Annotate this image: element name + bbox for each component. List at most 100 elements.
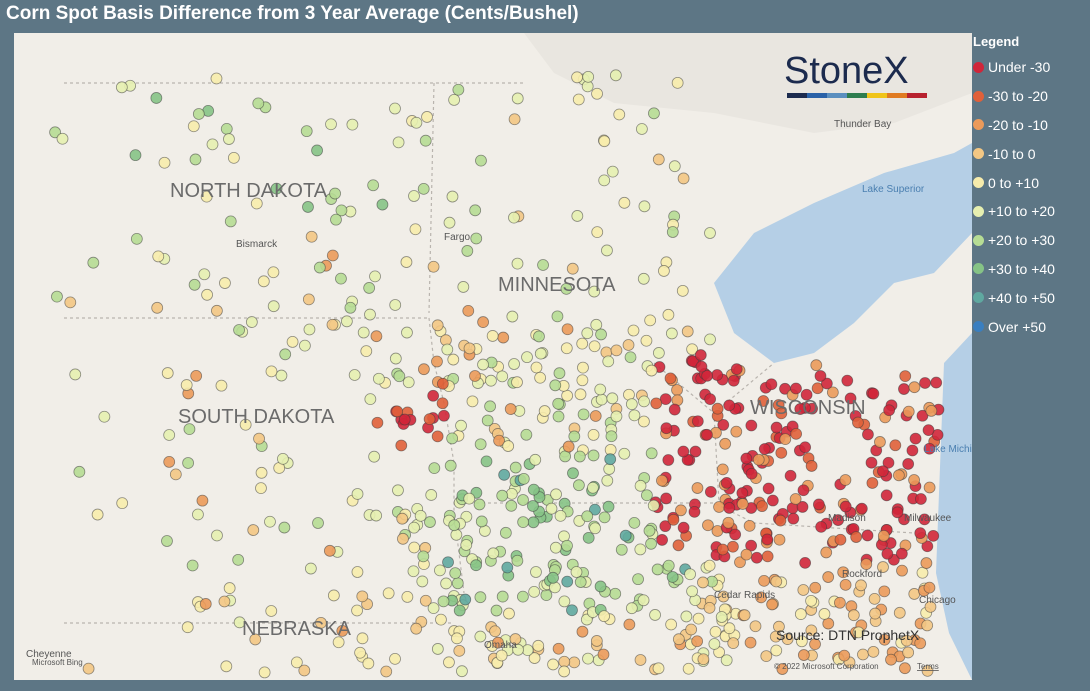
basis-dot [582,70,595,83]
basis-dot [247,524,260,536]
basis-dot [589,522,601,535]
basis-dot [727,637,740,649]
basis-dot [637,272,650,285]
basis-dot [619,529,632,542]
basis-dot [200,190,213,203]
basis-dot [313,261,326,274]
basis-dot [490,604,503,617]
basis-dot [250,197,263,210]
basis-dot [354,646,367,659]
basis-dot [529,453,542,466]
basis-dot [372,372,385,385]
basis-dot [605,430,618,443]
basis-dot [511,92,524,105]
basis-dot [362,657,375,670]
basis-dot [794,608,807,620]
basis-dot [551,310,564,323]
basis-dot [245,316,258,328]
basis-dot [902,646,915,659]
basis-dot [277,452,289,465]
basis-dot [810,359,823,372]
basis-dot [401,326,413,339]
basis-dot [457,281,470,293]
basis-dot [392,136,405,149]
basis-dot [587,481,599,494]
place-label: Cedar Rapids [714,590,775,601]
basis-dot [206,138,219,151]
basis-dot [738,609,751,622]
basis-dot [709,625,722,638]
basis-dot [496,489,509,502]
basis-dot [647,499,660,512]
basis-dot [638,395,650,408]
basis-dot [632,573,644,586]
basis-dot [589,410,602,422]
basis-dot [671,76,684,89]
state-label: NORTH DAKOTA [170,180,328,202]
basis-dot [227,151,240,164]
basis-dot [867,387,880,400]
basis-dot [232,553,245,566]
basis-dot [552,642,565,655]
basis-dot [677,521,690,534]
map: NORTH DAKOTA MINNESOTA SOUTH DAKOTA WISCONS… [14,33,972,680]
legend-label: +40 to +50 [988,289,1055,306]
logo-stripe [807,93,827,98]
basis-dot [893,606,906,619]
basis-dot [545,502,558,515]
basis-dot [666,571,679,583]
basis-dot [534,371,547,384]
basis-dot [552,397,565,410]
basis-dot [622,339,635,351]
basis-dot [460,539,473,551]
basis-dot [779,433,792,446]
basis-dot [800,388,813,401]
basis-dot [674,504,687,517]
basis-dot [484,400,496,413]
basis-dot [561,389,574,402]
basis-dot [477,358,489,371]
basis-dot [598,610,610,623]
basis-dot [602,500,615,513]
basis-dot [637,594,650,607]
basis-dot [606,392,619,405]
basis-dot [713,501,725,513]
basis-dot [923,481,936,494]
basis-dot [351,488,364,500]
basis-dot [360,345,373,358]
basis-dot [811,382,824,395]
basis-dot [517,494,529,506]
basis-dot [223,133,235,145]
basis-dot [290,656,303,669]
basis-dot [323,544,336,557]
basis-dot [680,610,693,623]
basis-dot [401,591,414,603]
basis-dot [684,568,696,581]
basis-dot [809,638,821,651]
basis-dot [357,326,370,339]
basis-dot [634,479,647,492]
basis-dot [638,415,650,428]
basis-dot [425,489,438,501]
basis-dot [624,351,637,364]
basis-dot [224,215,237,228]
basis-dot [877,561,889,573]
basis-dot [469,204,482,217]
basis-dot [892,469,905,482]
basis-dot [576,337,589,350]
basis-dot [790,382,802,395]
basis-dot [505,499,518,512]
basis-dot [150,92,163,104]
basis-dot [511,376,523,389]
basis-dot [502,440,515,452]
basis-dot [326,249,339,262]
lake-michigan [936,333,972,680]
basis-dot [473,498,486,511]
basis-dot [604,453,617,466]
basis-dot [930,376,943,389]
basis-dot [152,250,165,263]
basis-dot [701,428,713,441]
logo-stripe [827,93,847,98]
legend-item: -30 to -20 [973,82,1055,111]
basis-dot [877,530,890,542]
